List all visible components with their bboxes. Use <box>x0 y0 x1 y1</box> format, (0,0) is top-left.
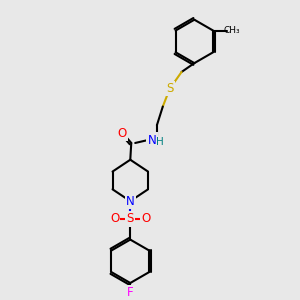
Text: S: S <box>127 212 134 225</box>
Text: CH₃: CH₃ <box>224 26 240 35</box>
Text: S: S <box>166 82 173 95</box>
Text: O: O <box>110 212 119 225</box>
Text: F: F <box>127 286 134 299</box>
Text: O: O <box>141 212 151 225</box>
Text: O: O <box>118 127 127 140</box>
Text: N: N <box>148 134 156 146</box>
Text: H: H <box>156 137 164 147</box>
Text: N: N <box>126 195 135 208</box>
